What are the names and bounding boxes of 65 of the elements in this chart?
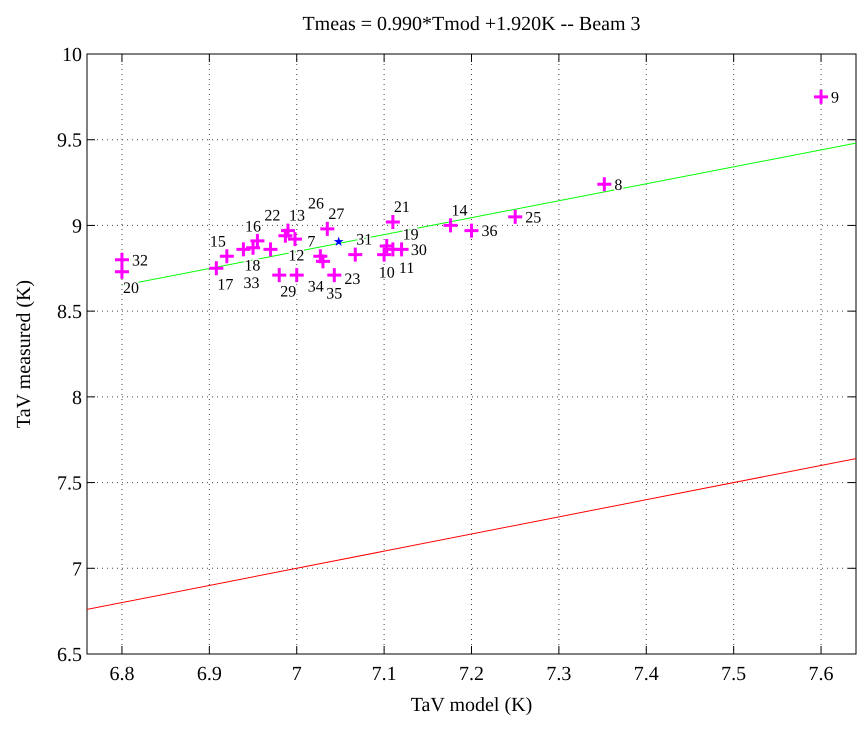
annotation: 11: [398, 260, 414, 278]
annotation: 13: [288, 208, 305, 225]
point: [346, 246, 364, 264]
x-tick-label: 7: [292, 663, 302, 685]
annotation: 21: [394, 199, 410, 216]
annotation: 20: [122, 280, 139, 297]
point: [234, 240, 252, 258]
annotation: 18: [244, 258, 260, 275]
annotation: 12: [288, 247, 304, 264]
chart-title: Tmeas = 0.990*Tmod +1.920K -- Beam 3: [302, 13, 641, 35]
annotation: 19: [402, 226, 419, 244]
x-tick-label: 7.1: [372, 663, 397, 685]
annotation: 35: [326, 286, 342, 303]
point: [506, 208, 524, 226]
annotation: 36: [482, 223, 498, 240]
point: [334, 236, 344, 246]
y-axis-title: TaV measured (K): [13, 280, 35, 428]
x-tick-label: 6.8: [109, 663, 134, 685]
annotation: 10: [378, 264, 395, 282]
annotation: 16: [245, 218, 262, 236]
annotation: 32: [132, 252, 148, 270]
point: [384, 214, 402, 230]
annotation: 7: [307, 233, 316, 250]
annotation: 17: [217, 276, 234, 294]
annotation: 33: [244, 274, 260, 292]
point: [218, 248, 236, 265]
y-tick-label: 8.5: [57, 301, 82, 324]
y-tick-label: 9: [72, 215, 82, 238]
x-tick-label: 7.2: [459, 663, 484, 685]
point: [208, 260, 225, 277]
y-tick-label: 7.5: [57, 472, 82, 495]
point: [442, 216, 460, 234]
point: [326, 266, 343, 284]
annotation: 26: [308, 195, 324, 212]
annotation: 15: [210, 233, 226, 250]
point: [393, 240, 410, 258]
annotation: 34: [308, 278, 324, 296]
point: [376, 246, 393, 264]
annotation: 23: [344, 271, 360, 288]
annotation: 30: [410, 242, 427, 260]
x-tick-label: 7.6: [808, 663, 834, 685]
x-tick-label: 6.9: [196, 663, 222, 685]
annotation: 9: [831, 89, 840, 106]
y-tick-label: 8: [72, 386, 82, 409]
annotation: 27: [328, 206, 344, 223]
point: [113, 263, 130, 280]
x-tick-label: 7.5: [721, 663, 746, 685]
point: [463, 222, 480, 240]
point: [262, 240, 280, 258]
annotation: 14: [452, 202, 468, 220]
annotation: 25: [525, 209, 542, 226]
y-tick-label: 9.5: [57, 130, 82, 152]
x-tick-label: 7.4: [634, 663, 659, 685]
point: [596, 176, 613, 193]
point: [288, 266, 306, 284]
annotation: 22: [264, 207, 280, 224]
y-tick-label: 7: [72, 558, 82, 580]
point: [318, 220, 336, 238]
annotation: 29: [280, 283, 296, 300]
x-axis-title: TaV model (K): [410, 694, 532, 716]
y-tick-label: 10: [62, 44, 82, 66]
point: [270, 266, 288, 284]
point: [812, 88, 830, 106]
y-tick-label: 6.5: [57, 644, 82, 666]
x-tick-label: 7.3: [546, 663, 572, 685]
